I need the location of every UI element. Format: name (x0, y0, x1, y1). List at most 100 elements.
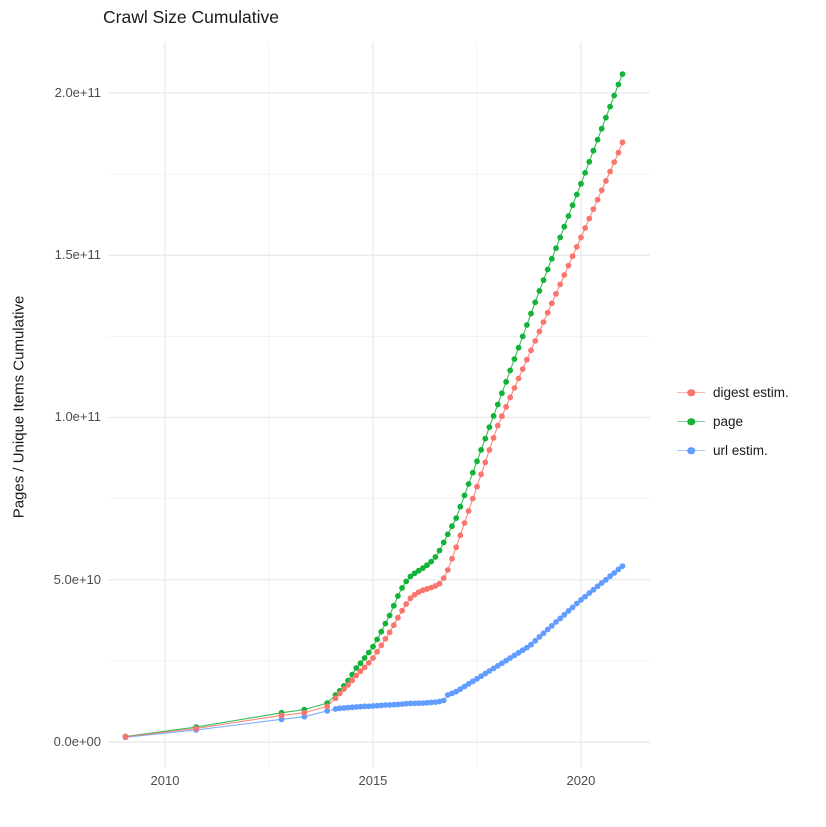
data-point (548, 300, 555, 307)
x-tick-label: 2015 (358, 773, 388, 788)
legend-label: digest estim. (713, 385, 789, 400)
y-tick-label: 0.0e+00 (53, 734, 101, 750)
legend-item-digest: digest estim. (676, 378, 789, 407)
data-point (536, 288, 543, 294)
data-point (507, 655, 514, 661)
legend-item-page: page (676, 407, 789, 436)
data-point (403, 578, 410, 585)
data-point (569, 253, 576, 260)
data-point (378, 628, 385, 635)
data-point (565, 213, 572, 219)
data-point (594, 583, 601, 590)
data-point (420, 565, 426, 571)
data-point (611, 570, 618, 576)
data-point (573, 191, 580, 198)
data-point (278, 712, 285, 719)
data-point (122, 733, 129, 740)
data-point (382, 702, 389, 708)
data-point (611, 159, 618, 166)
data-point (490, 435, 497, 441)
data-point (361, 703, 368, 710)
data-point (486, 668, 493, 674)
data-point (578, 180, 584, 187)
legend-key-page (676, 414, 706, 429)
data-point (536, 328, 543, 335)
data-point (490, 413, 497, 419)
data-point (193, 725, 200, 732)
data-point (469, 469, 476, 476)
data-point (586, 590, 593, 596)
data-point (519, 333, 526, 340)
data-point (511, 356, 518, 362)
data-point (532, 299, 539, 306)
data-point (536, 634, 543, 640)
data-point (557, 615, 564, 622)
data-point (586, 158, 593, 165)
legend-dot-icon (687, 388, 695, 397)
data-point (336, 690, 343, 697)
data-point (478, 447, 484, 453)
data-point (569, 202, 576, 209)
data-point (324, 703, 331, 710)
data-point (457, 686, 464, 692)
data-point (345, 677, 351, 684)
data-point (573, 243, 580, 250)
data-point (386, 702, 393, 708)
data-point (598, 187, 605, 194)
data-point (478, 471, 484, 478)
data-point (482, 459, 489, 466)
data-point (361, 655, 368, 661)
series-line (125, 565, 623, 738)
data-point (499, 390, 505, 397)
data-point (365, 659, 372, 666)
data-point (528, 347, 534, 354)
data-point (511, 652, 518, 659)
data-point (544, 626, 551, 633)
data-point (519, 366, 526, 372)
data-point (357, 660, 364, 667)
y-tick-label: 1.5e+11 (54, 247, 101, 263)
data-point (457, 503, 464, 510)
data-point (553, 290, 559, 297)
data-point (353, 665, 360, 671)
data-point (353, 672, 360, 679)
data-point (453, 515, 460, 521)
data-point (611, 92, 618, 99)
data-point (353, 704, 360, 710)
data-point (469, 495, 476, 502)
data-point (548, 255, 555, 262)
data-point (615, 81, 622, 88)
data-point (374, 636, 380, 643)
data-point (573, 600, 580, 607)
data-point (365, 649, 372, 656)
data-point (544, 309, 551, 316)
data-point (457, 532, 464, 539)
series-page (122, 71, 626, 740)
data-point (444, 531, 451, 538)
data-point (499, 413, 505, 420)
data-point (494, 401, 501, 408)
data-point (553, 619, 559, 625)
data-point (461, 520, 468, 526)
data-point (524, 322, 530, 328)
data-point (341, 686, 347, 692)
data-point (603, 114, 609, 121)
legend-label: url estim. (713, 443, 768, 458)
data-point (561, 272, 568, 278)
x-tick-label: 2020 (566, 773, 596, 788)
series-digest-estim- (122, 139, 626, 740)
data-point (615, 149, 622, 156)
data-point (503, 403, 509, 410)
data-point (415, 700, 422, 706)
data-point (578, 597, 584, 603)
data-point (415, 567, 422, 574)
data-point (532, 338, 539, 344)
data-point (428, 699, 435, 706)
data-point (432, 554, 439, 560)
data-point (519, 647, 526, 654)
data-point (407, 700, 414, 707)
data-point (440, 539, 447, 546)
data-point (453, 544, 460, 551)
data-point (461, 492, 468, 499)
